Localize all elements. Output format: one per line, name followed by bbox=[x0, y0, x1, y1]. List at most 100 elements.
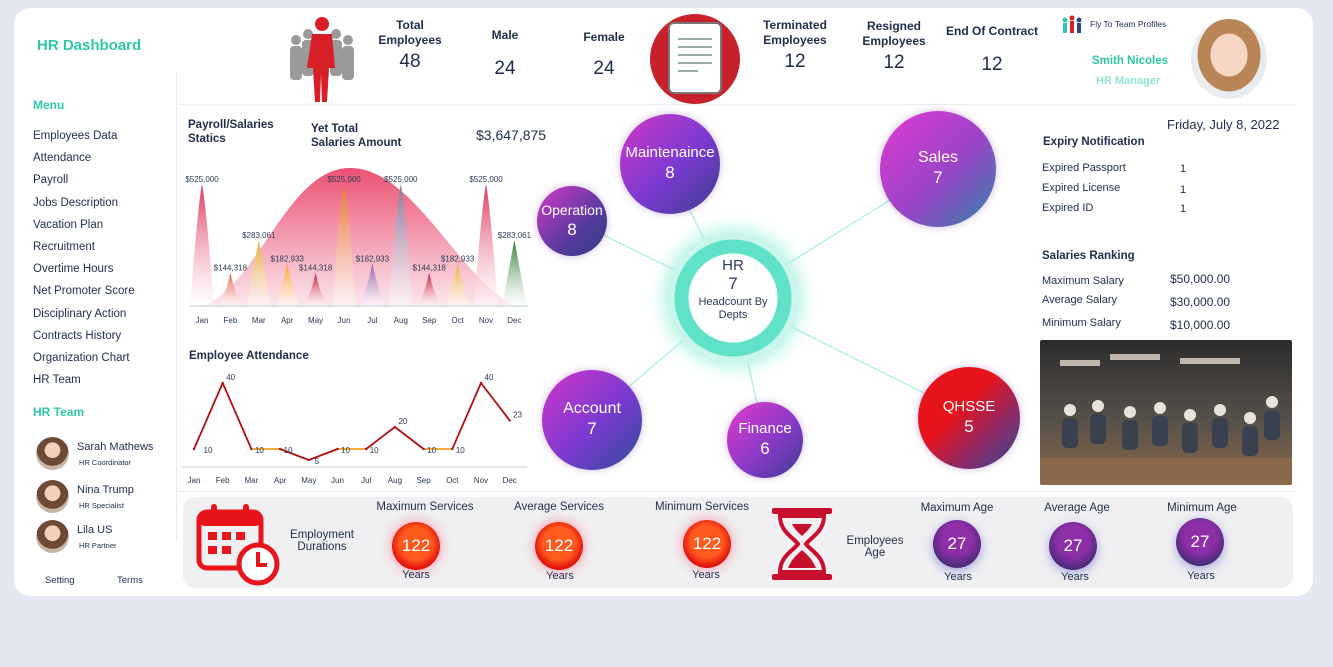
age-ball: 27 bbox=[1176, 518, 1224, 566]
sidebar-item-hr-team[interactable]: HR Team bbox=[33, 374, 81, 387]
avatar bbox=[36, 437, 69, 470]
ranking-value: $50,000.00 bbox=[1170, 272, 1231, 286]
stat-male: Male 24 bbox=[492, 28, 519, 80]
stat-label: Terminated bbox=[763, 18, 827, 32]
tick-label: Nov bbox=[474, 476, 488, 485]
user-avatar[interactable] bbox=[1191, 19, 1267, 99]
user-name: Smith Nicoles bbox=[1092, 55, 1169, 67]
avatar bbox=[36, 520, 69, 553]
expiry-label: Expired License bbox=[1042, 182, 1121, 194]
attendance-chart: 10 Jan 40 Feb 10 Mar 10 Apr 5 May 10 Jun 10 Jul 20 Aug 1… bbox=[182, 373, 527, 485]
payroll-title-line2: Statics bbox=[188, 133, 226, 145]
data-label: $283,061 bbox=[498, 231, 532, 240]
data-label: 10 bbox=[341, 446, 350, 455]
data-label: 10 bbox=[255, 446, 264, 455]
stat-terminated: Terminated Employees 12 bbox=[763, 18, 827, 73]
ranking-value: $30,000.00 bbox=[1170, 295, 1231, 309]
contract-icon bbox=[650, 14, 740, 104]
age-label: Employees Age bbox=[847, 535, 904, 559]
expiry-label: Expired Passport bbox=[1042, 162, 1126, 174]
payroll-bar bbox=[388, 184, 413, 306]
data-label: 10 bbox=[204, 446, 213, 455]
dept-bubble-account[interactable]: Account 7 bbox=[542, 370, 642, 470]
age-label-line2: Age bbox=[864, 547, 886, 559]
sidebar-item-recruitment[interactable]: Recruitment bbox=[33, 240, 95, 253]
sidebar-item-organization-chart[interactable]: Organization Chart bbox=[33, 351, 130, 364]
expiry-title: Expiry Notification bbox=[1043, 136, 1145, 148]
ranking-label: Minimum Salary bbox=[1042, 317, 1121, 329]
sidebar-item-jobs-description[interactable]: Jobs Description bbox=[33, 196, 119, 209]
payroll-bar bbox=[303, 272, 328, 306]
service-label: Maximum Services bbox=[376, 501, 474, 513]
stat-resigned: Resigned Employees 12 bbox=[862, 19, 925, 74]
sidebar-item-disciplinary-action[interactable]: Disciplinary Action bbox=[33, 307, 127, 320]
avatar bbox=[36, 480, 69, 513]
sidebar-menu: Employees Data Attendance Payroll Jobs D… bbox=[33, 127, 135, 393]
tick-label: Sep bbox=[416, 476, 431, 485]
sidebar-item-overtime-hours[interactable]: Overtime Hours bbox=[33, 263, 114, 276]
attendance-title: Employee Attendance bbox=[189, 350, 309, 362]
hr-headcount-hub[interactable]: HR 7 Headcount By Depts bbox=[667, 232, 799, 364]
stat-label: Total bbox=[396, 18, 424, 32]
terms-link[interactable]: Terms bbox=[117, 575, 143, 586]
data-label: $525,000 bbox=[185, 175, 219, 184]
salaries-total-label-line2: Salaries Amount bbox=[311, 137, 402, 149]
dept-bubble-sales[interactable]: Sales 7 bbox=[880, 111, 996, 227]
menu-title: Menu bbox=[33, 98, 65, 112]
tick-label: Oct bbox=[446, 476, 459, 485]
sidebar-item-payroll[interactable]: Payroll bbox=[33, 174, 69, 187]
data-label: $144,318 bbox=[214, 263, 248, 272]
stat-value: 48 bbox=[399, 51, 421, 72]
stat-label: Resigned bbox=[866, 19, 921, 33]
setting-link[interactable]: Setting bbox=[45, 575, 75, 586]
tick-label: May bbox=[301, 476, 316, 485]
sidebar-item-net-promoter-score[interactable]: Net Promoter Score bbox=[33, 285, 135, 298]
tick-label: Sep bbox=[422, 316, 437, 325]
data-point bbox=[336, 447, 339, 451]
team-profiles-icon[interactable] bbox=[1060, 14, 1084, 36]
tick-label: Dec bbox=[507, 316, 521, 325]
payroll-bar bbox=[190, 184, 214, 306]
data-point bbox=[393, 425, 397, 429]
dept-bubble-maintenaince[interactable]: Maintenaince 8 bbox=[620, 114, 720, 214]
ranking-label: Maximum Salary bbox=[1042, 275, 1124, 287]
durations-label-line1: Employment bbox=[290, 529, 354, 541]
dept-bubble-operation[interactable]: Operation 8 bbox=[537, 186, 607, 256]
sidebar-item-employees-data[interactable]: Employees Data bbox=[33, 130, 118, 142]
tick-label: Dec bbox=[503, 476, 517, 485]
data-point bbox=[192, 447, 196, 451]
service-ball: 122 bbox=[392, 522, 440, 570]
age-metric-label: Maximum Age bbox=[920, 502, 994, 514]
stat-end-of-contract: End Of Contract 12 bbox=[946, 24, 1038, 76]
sidebar-item-attendance[interactable]: Attendance bbox=[33, 152, 92, 165]
expiry-value: 1 bbox=[1180, 163, 1187, 175]
stat-value: 24 bbox=[593, 58, 615, 79]
age-ball: 27 bbox=[933, 520, 981, 568]
hub-sub2: Depts bbox=[718, 309, 748, 321]
current-date: Friday, July 8, 2022 bbox=[1167, 117, 1280, 132]
team-profiles-link[interactable]: Fly To Team Profiles bbox=[1090, 19, 1167, 29]
data-label: $144,318 bbox=[413, 263, 447, 272]
sidebar-divider bbox=[176, 72, 177, 542]
dept-bubble-finance[interactable]: Finance 6 bbox=[727, 402, 803, 478]
member-name: Sarah Mathews bbox=[77, 441, 154, 453]
data-label: 10 bbox=[370, 446, 379, 455]
tick-label: Nov bbox=[479, 316, 493, 325]
durations-label: Employment Durations bbox=[290, 529, 354, 553]
payroll-area bbox=[202, 168, 515, 306]
tick-label: Feb bbox=[224, 316, 238, 325]
sidebar-item-vacation-plan[interactable]: Vacation Plan bbox=[33, 218, 104, 231]
data-point bbox=[221, 381, 224, 385]
data-label: 10 bbox=[284, 446, 293, 455]
ranking-title: Salaries Ranking bbox=[1042, 250, 1135, 262]
stat-label: Employees bbox=[378, 33, 442, 47]
dept-name: Finance bbox=[738, 420, 792, 437]
sidebar-item-contracts-history[interactable]: Contracts History bbox=[33, 329, 122, 342]
dept-value: 8 bbox=[567, 220, 577, 239]
data-point bbox=[479, 381, 483, 385]
dept-bubble-qhsse[interactable]: QHSSE 5 bbox=[918, 367, 1020, 469]
hub-sub1: Headcount By bbox=[698, 296, 768, 308]
series-segment bbox=[193, 382, 224, 450]
durations-label-line2: Durations bbox=[297, 541, 347, 553]
data-point bbox=[278, 447, 282, 451]
